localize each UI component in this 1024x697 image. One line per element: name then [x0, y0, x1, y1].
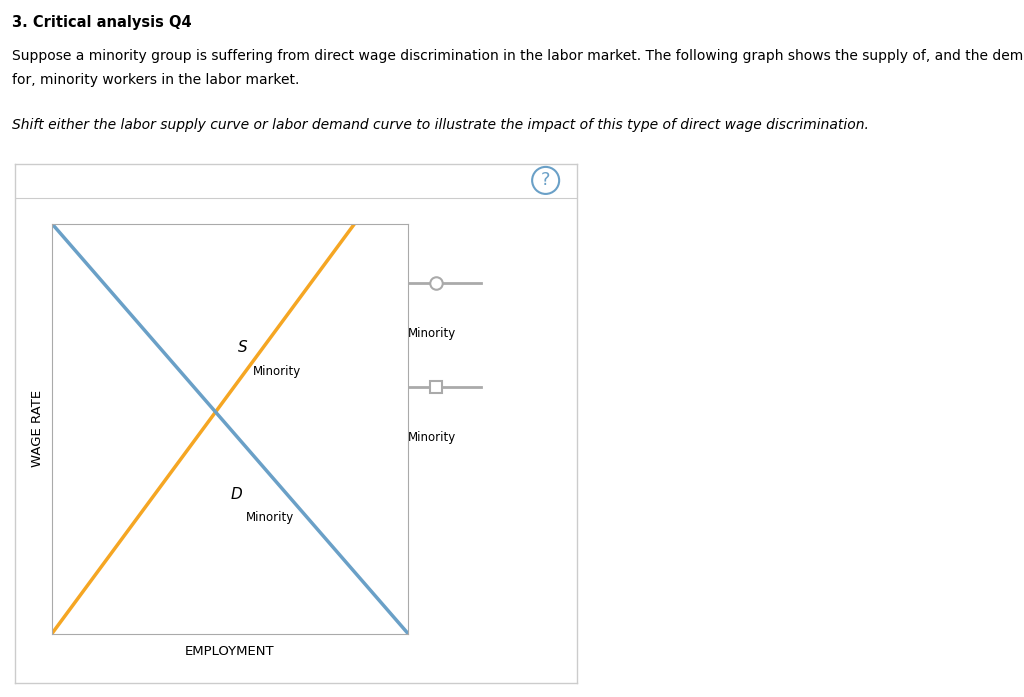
X-axis label: EMPLOYMENT: EMPLOYMENT [185, 645, 274, 658]
Text: ?: ? [541, 171, 550, 190]
Text: Shift either the labor supply curve or labor demand curve to illustrate the impa: Shift either the labor supply curve or l… [12, 118, 869, 132]
Text: $D$: $D$ [392, 325, 406, 341]
Text: Minority: Minority [246, 511, 294, 523]
Text: $D$: $D$ [230, 487, 243, 503]
Text: Minority: Minority [253, 365, 301, 378]
Text: Suppose a minority group is suffering from direct wage discrimination in the lab: Suppose a minority group is suffering fr… [12, 49, 1024, 63]
Text: Minority: Minority [409, 327, 457, 340]
Y-axis label: WAGE RATE: WAGE RATE [31, 390, 43, 467]
Text: $S$: $S$ [238, 339, 249, 355]
Text: 3. Critical analysis Q4: 3. Critical analysis Q4 [12, 15, 191, 31]
Text: for, minority workers in the labor market.: for, minority workers in the labor marke… [12, 73, 300, 87]
Text: $S$: $S$ [392, 429, 403, 445]
Text: Minority: Minority [409, 431, 457, 444]
